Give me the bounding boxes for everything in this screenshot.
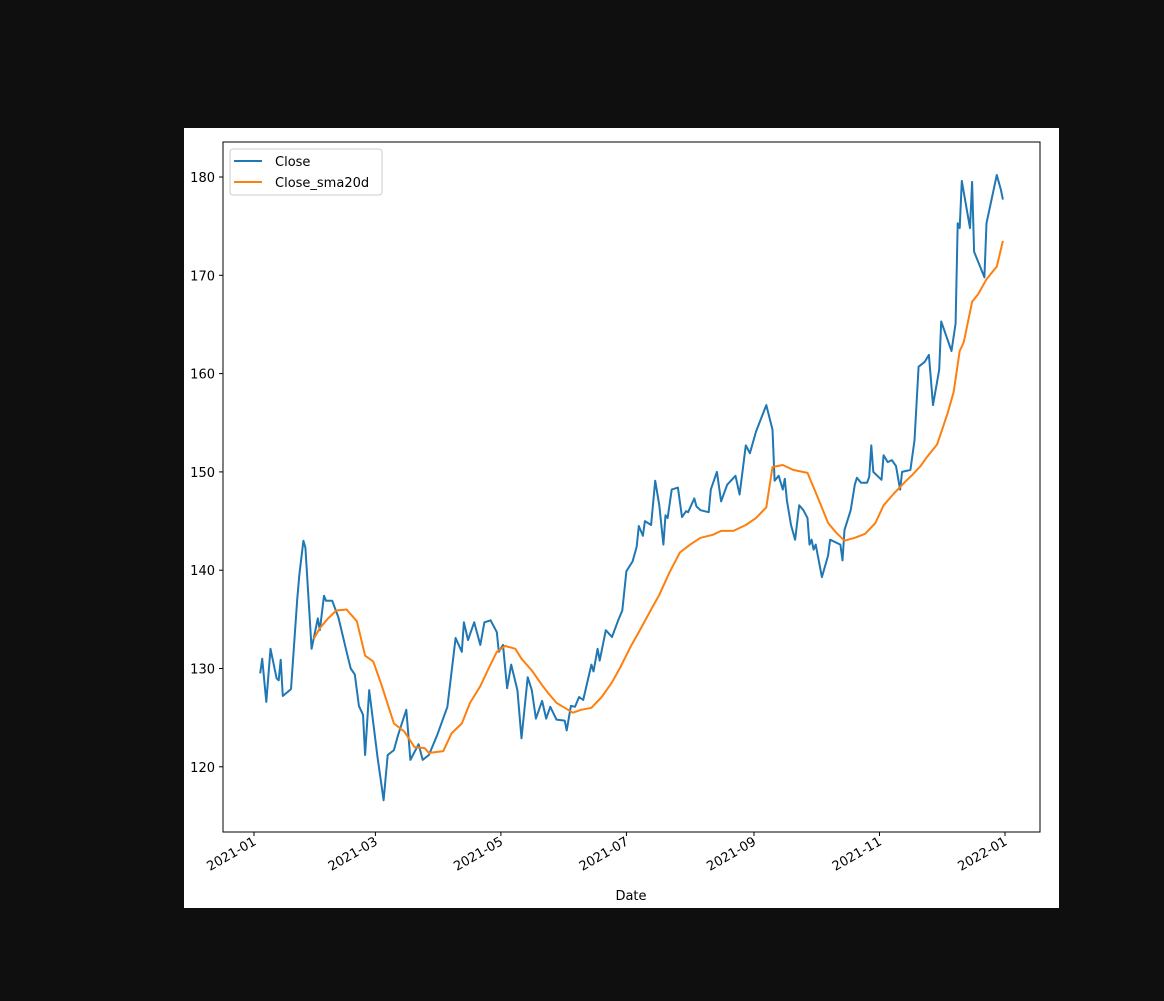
legend: Close Close_sma20d [229, 148, 383, 196]
plot-lines [259, 174, 1004, 802]
x-axis-label: Date [615, 889, 646, 904]
x-tick-label: 2021-03 [326, 834, 381, 874]
close-sma20d-line [312, 240, 1004, 754]
x-tick-label: 2021-11 [830, 834, 885, 874]
axes-frame [222, 141, 1041, 833]
close-line [259, 174, 1004, 802]
x-tick-label: 2021-07 [577, 834, 632, 874]
x-tick-label: 2021-05 [451, 834, 506, 874]
y-tick-label: 160 [190, 368, 215, 383]
y-axis: 120 130 140 150 160 170 180 [190, 171, 223, 776]
y-tick-label: 130 [190, 663, 215, 678]
y-tick-label: 170 [190, 269, 215, 284]
legend-box [229, 148, 383, 196]
y-tick-label: 120 [190, 761, 215, 776]
x-tick-label: 2022-01 [955, 834, 1010, 874]
x-axis: 2021-01 2021-03 2021-05 2021-07 2021-09 2021-… [204, 832, 1010, 875]
legend-close-label: Close [275, 155, 310, 170]
figure-canvas: 120 130 140 150 160 170 180 2021-01 2021-03 2021… [184, 128, 1059, 908]
x-tick-label: 2021-01 [204, 834, 259, 874]
y-tick-label: 150 [190, 466, 215, 481]
legend-sma-label: Close_sma20d [275, 176, 369, 191]
y-tick-label: 140 [190, 564, 215, 579]
y-tick-label: 180 [190, 171, 215, 186]
x-tick-label: 2021-09 [704, 834, 759, 874]
